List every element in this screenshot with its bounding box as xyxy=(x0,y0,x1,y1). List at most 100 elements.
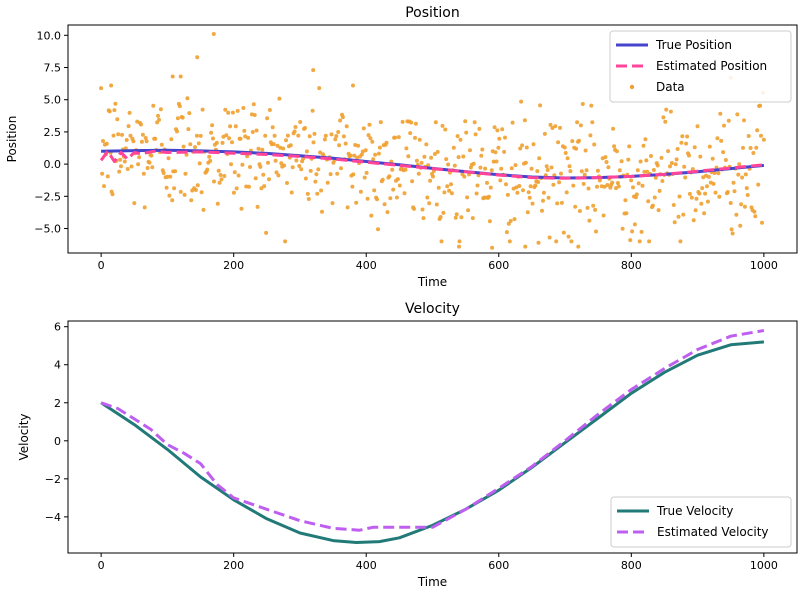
data-point xyxy=(451,145,456,150)
data-point xyxy=(606,165,611,170)
data-point xyxy=(180,115,185,120)
data-point xyxy=(350,184,355,189)
data-point xyxy=(252,113,257,117)
data-point xyxy=(674,157,679,162)
data-point xyxy=(254,128,259,133)
data-point xyxy=(687,191,692,196)
data-point xyxy=(271,142,276,147)
y-tick-label: 7.5 xyxy=(44,62,62,75)
data-point xyxy=(402,191,407,196)
data-point xyxy=(277,96,282,101)
data-point xyxy=(508,219,513,223)
data-point xyxy=(396,135,401,140)
x-tick-label: 400 xyxy=(356,559,377,572)
data-point xyxy=(492,125,497,130)
data-point xyxy=(198,133,203,138)
data-point xyxy=(304,149,309,154)
y-tick-label: 10.0 xyxy=(37,29,62,42)
y-tick-label: 0 xyxy=(54,435,61,448)
data-point xyxy=(517,184,522,188)
data-point xyxy=(294,158,299,163)
data-point xyxy=(472,120,477,125)
data-point xyxy=(233,124,238,129)
data-point xyxy=(562,145,567,150)
data-point xyxy=(263,133,268,138)
data-point xyxy=(461,154,466,159)
data-point xyxy=(752,209,757,214)
data-point xyxy=(515,190,520,195)
data-point xyxy=(240,162,245,167)
data-point xyxy=(577,138,581,143)
data-point xyxy=(369,213,374,218)
data-point xyxy=(201,207,206,212)
data-point xyxy=(299,167,304,172)
data-point xyxy=(510,120,515,125)
data-point xyxy=(178,189,183,194)
data-point xyxy=(184,152,189,157)
data-point xyxy=(443,127,448,132)
data-point xyxy=(341,134,346,139)
data-point xyxy=(157,117,161,122)
data-point xyxy=(753,214,758,219)
data-point xyxy=(298,120,303,124)
data-point xyxy=(723,158,728,162)
data-point xyxy=(499,166,504,171)
data-point xyxy=(242,128,247,133)
data-point xyxy=(538,103,543,108)
data-point xyxy=(589,103,594,108)
data-point xyxy=(711,181,716,186)
data-point xyxy=(141,171,146,176)
data-point xyxy=(586,186,591,191)
data-point xyxy=(760,220,764,225)
data-point xyxy=(547,235,552,240)
data-point xyxy=(441,210,446,215)
y-tick-label: 4 xyxy=(54,359,61,372)
data-point xyxy=(616,184,621,189)
x-tick-label: 400 xyxy=(356,259,377,272)
data-point xyxy=(575,120,580,125)
data-point xyxy=(122,159,127,164)
data-point xyxy=(505,192,510,197)
data-point xyxy=(209,130,214,135)
data-point xyxy=(507,239,512,244)
data-point xyxy=(275,143,280,148)
data-point xyxy=(250,130,255,134)
data-point xyxy=(158,107,163,112)
data-point xyxy=(211,32,216,36)
data-point xyxy=(234,186,239,191)
data-point xyxy=(310,108,315,113)
data-point xyxy=(375,197,379,202)
data-point xyxy=(153,136,158,141)
data-point xyxy=(645,169,650,174)
data-point xyxy=(726,118,731,123)
data-point xyxy=(229,162,233,167)
data-point xyxy=(503,135,507,140)
data-point xyxy=(150,165,155,170)
data-point xyxy=(639,229,644,234)
data-point xyxy=(498,178,503,183)
data-point xyxy=(494,159,499,164)
data-point xyxy=(394,195,399,200)
data-point xyxy=(142,205,147,210)
x-axis-label: Time xyxy=(417,575,447,589)
data-point xyxy=(676,214,681,219)
data-point xyxy=(545,168,550,172)
data-point xyxy=(140,132,145,137)
data-point xyxy=(145,166,150,170)
data-point xyxy=(226,110,231,115)
legend-box xyxy=(610,496,792,548)
data-point xyxy=(520,143,525,148)
data-point xyxy=(530,201,535,206)
data-point xyxy=(722,123,726,128)
data-point xyxy=(601,213,606,218)
data-point xyxy=(668,164,672,169)
data-point xyxy=(377,145,382,150)
data-point xyxy=(195,55,200,60)
data-point xyxy=(251,102,256,107)
data-point xyxy=(137,155,142,160)
data-point xyxy=(406,154,411,159)
data-point xyxy=(301,156,306,161)
data-point xyxy=(513,163,518,168)
data-point xyxy=(195,183,200,188)
